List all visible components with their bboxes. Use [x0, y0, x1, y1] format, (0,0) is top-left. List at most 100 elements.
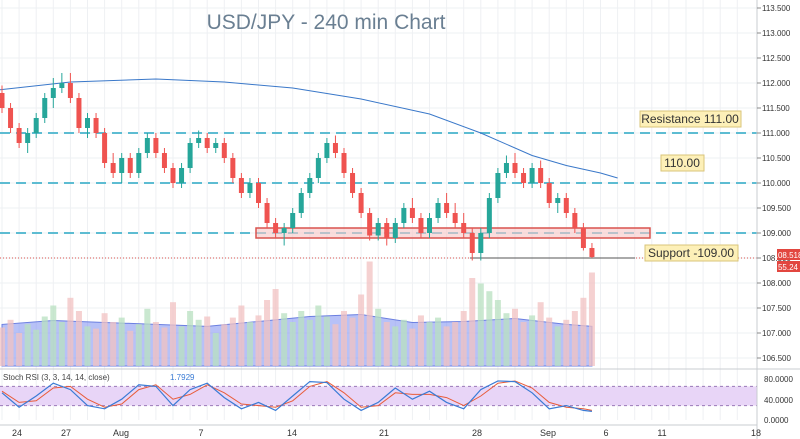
chart-title: USD/JPY - 240 min Chart: [207, 11, 446, 34]
volume-bar: [127, 330, 134, 366]
volume-bar: [486, 291, 493, 366]
price-tick-label: 110.000: [762, 179, 791, 188]
volume-bar: [75, 311, 82, 366]
candle-body: [213, 143, 219, 148]
volume-bar: [16, 333, 23, 366]
volume-bar: [272, 289, 279, 366]
time-tick-label: 24: [12, 428, 22, 438]
level-110-label: 110.00: [660, 154, 705, 172]
candle-body: [495, 173, 501, 198]
volume-bar: [554, 326, 561, 366]
price-tick-label: 107.000: [762, 329, 791, 338]
volume-bar: [494, 300, 501, 366]
volume-bar: [520, 322, 527, 366]
candle-body: [127, 158, 133, 173]
rsi-k-line: [1, 380, 593, 412]
volume-bar: [212, 333, 219, 366]
price-tick-label: 112.000: [762, 79, 791, 88]
volume-bar: [7, 319, 14, 366]
candle-body: [384, 223, 390, 238]
candle-body: [529, 168, 535, 183]
volume-bar: [50, 305, 57, 366]
volume-bar: [195, 319, 202, 366]
candle-body: [324, 143, 330, 158]
price-tick-label: 106.500: [762, 354, 791, 363]
ma-line: [0, 78, 618, 179]
time-tick-label: Aug: [113, 428, 129, 438]
candle-body: [469, 233, 475, 253]
candle-body: [538, 168, 544, 183]
time-tick-label: 6: [603, 428, 608, 438]
candle-body: [486, 198, 492, 233]
support-label: Support -109.00: [644, 244, 739, 262]
candle-body: [273, 223, 279, 233]
support-zone-rect: [255, 227, 651, 239]
rsi-value-k: 1.7929: [170, 373, 195, 382]
volume-bar: [281, 313, 288, 366]
candle-body: [85, 118, 90, 128]
volume-bar: [452, 322, 459, 366]
candle-body: [367, 213, 373, 236]
volume-bar: [443, 326, 450, 366]
candle-body: [461, 223, 467, 233]
volume-bar: [529, 315, 536, 366]
candle-body: [375, 223, 381, 236]
candle-body: [170, 168, 176, 183]
volume-bar: [426, 322, 433, 366]
candle-body: [503, 163, 509, 173]
volume-bar: [375, 308, 382, 366]
time-axis: 24 27 Aug 7 14 21 28 Sep 6 11 18: [0, 424, 761, 438]
candle-body: [247, 183, 253, 193]
candle-body: [341, 153, 347, 173]
price-tick-label: 109.500: [762, 204, 791, 213]
price-tick-label: 109.000: [762, 229, 791, 238]
volume-bar: [144, 308, 151, 366]
candle-body: [110, 163, 116, 173]
time-tick-label: 7: [198, 428, 203, 438]
rsi-tick-label: 40.0000: [764, 396, 793, 405]
volume-bar: [392, 326, 399, 366]
rsi-d-line: [1, 380, 593, 411]
candle-body: [401, 208, 407, 223]
price-tick-label: 107.500: [762, 304, 791, 313]
time-tick-label: 18: [751, 428, 761, 438]
volume-bar: [341, 311, 347, 366]
candle-body: [435, 203, 441, 218]
candle-body: [93, 118, 99, 133]
candle-body: [196, 138, 202, 143]
volume-bar: [571, 311, 578, 366]
volume-bar: [537, 302, 544, 366]
candle-body: [358, 193, 364, 213]
rsi-lines: [1, 380, 593, 412]
candle-body: [136, 153, 142, 173]
support-zone: [255, 227, 651, 239]
volume-bar: [289, 322, 296, 366]
candle-body: [555, 198, 561, 203]
volume-bar: [135, 324, 142, 366]
candle-body: [8, 108, 14, 128]
candle-body: [452, 213, 458, 223]
rsi-badge-text: 55.24: [778, 263, 799, 272]
volume-bar: [332, 324, 339, 366]
candle-body: [187, 143, 193, 168]
volume-bar: [161, 327, 168, 366]
candle-body: [281, 228, 287, 233]
volume-bar: [58, 322, 65, 366]
price-tick-label: 108.000: [762, 279, 791, 288]
volume-bar: [417, 315, 424, 366]
volume-bar: [204, 316, 211, 366]
volume-bar: [170, 302, 176, 366]
volume-bar: [246, 322, 253, 366]
candle-body: [67, 83, 73, 98]
candle-body: [418, 218, 424, 233]
volume-bar: [41, 316, 48, 366]
candle-body: [521, 173, 527, 183]
price-badge-text: 108.518: [774, 251, 800, 260]
candle-body: [59, 83, 65, 88]
time-tick-label: 28: [472, 428, 482, 438]
volume-bar: [152, 322, 159, 366]
time-tick-label: Sep: [540, 428, 556, 438]
volume-bar: [33, 329, 40, 366]
candle-body: [119, 158, 125, 173]
candle-body: [25, 133, 31, 143]
